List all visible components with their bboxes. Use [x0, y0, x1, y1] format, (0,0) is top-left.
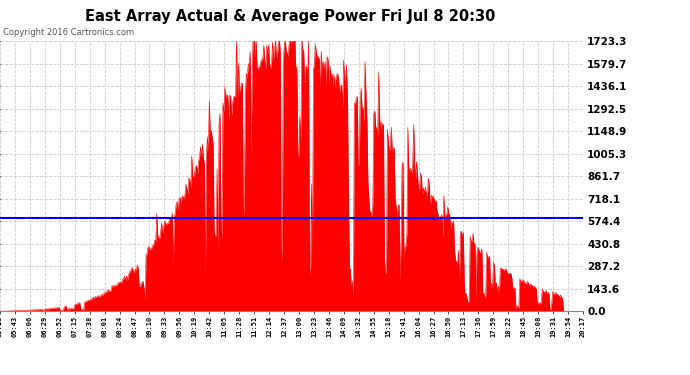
Text: East Array Actual & Average Power Fri Jul 8 20:30: East Array Actual & Average Power Fri Ju…: [85, 9, 495, 24]
Text: 592.50: 592.50: [0, 374, 1, 375]
Text: Copyright 2016 Cartronics.com: Copyright 2016 Cartronics.com: [3, 28, 135, 37]
